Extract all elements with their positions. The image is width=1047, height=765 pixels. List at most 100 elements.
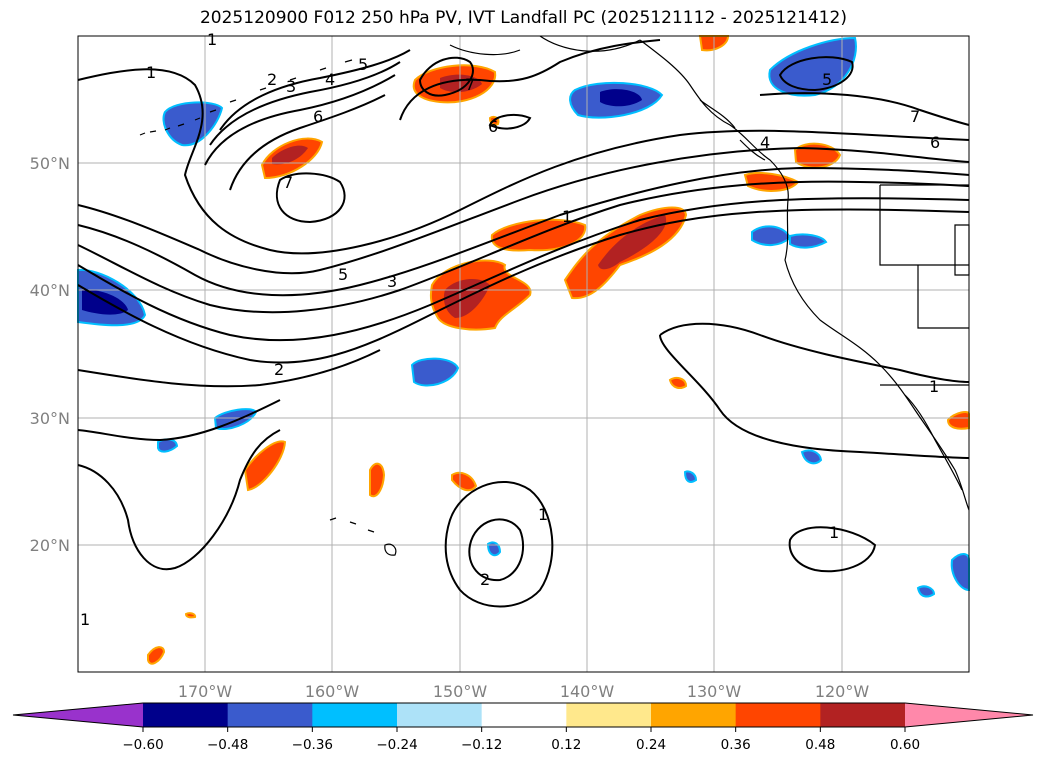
colorbar-segment <box>651 703 737 727</box>
contour-line <box>77 146 970 275</box>
contour-line <box>659 322 970 383</box>
contour-label: 3 <box>387 272 397 291</box>
contour-line <box>77 197 970 342</box>
contour-label: 2 <box>274 360 284 379</box>
neg-blob <box>768 36 857 97</box>
contour-line <box>788 526 877 573</box>
contour-labels: 1 2 3 4 5 6 7 1 7 5 3 2 6 4 5 7 6 1 1 1 … <box>80 30 940 629</box>
colorbar-segment <box>481 703 567 727</box>
pos-blob <box>243 440 287 492</box>
lat-label: 50°N <box>30 154 70 173</box>
lat-label: 30°N <box>30 409 70 428</box>
map-panel: 1 2 3 4 5 6 7 1 7 5 3 2 6 4 5 7 6 1 1 1 … <box>77 30 970 673</box>
alaska-coast <box>449 35 641 56</box>
contour-line <box>209 61 401 146</box>
contour-line <box>488 113 532 130</box>
lon-label: 130°W <box>687 682 742 701</box>
contour-label: 7 <box>465 75 475 94</box>
lat-label: 40°N <box>30 281 70 300</box>
contour-line <box>659 334 970 459</box>
colorbar-tick-label: −0.60 <box>122 737 163 753</box>
colorbar: −0.60 −0.48 −0.36 −0.24 −0.12 0.12 0.24 0.36 0.4… <box>12 702 1034 753</box>
neg-blob <box>916 585 936 598</box>
contour-label: 5 <box>822 70 832 89</box>
contour-label: 2 <box>480 570 490 589</box>
pv-contours <box>77 39 970 608</box>
pos-core <box>443 278 490 318</box>
neg-blob <box>162 101 224 147</box>
contour-line <box>444 480 554 608</box>
contour-label: 1 <box>80 610 90 629</box>
contour-label: 1 <box>538 505 548 524</box>
contour-label: 1 <box>562 207 572 226</box>
colorbar-segment <box>312 703 398 727</box>
contour-line <box>77 180 970 314</box>
neg-core <box>82 289 128 315</box>
colorbar-segment <box>820 703 906 727</box>
contour-line <box>399 39 661 121</box>
colorbar-extend-low <box>13 703 143 727</box>
pv-shading <box>77 35 970 665</box>
lat-label: 20°N <box>30 536 70 555</box>
map-frame <box>77 35 970 673</box>
neg-blob <box>683 470 698 483</box>
contour-line <box>204 74 396 166</box>
neg-blob <box>410 357 460 387</box>
lon-label: 120°W <box>815 682 870 701</box>
colorbar-segment <box>227 703 313 727</box>
aleutian-islands <box>139 59 353 136</box>
contour-label: 5 <box>338 265 348 284</box>
contour-line <box>77 68 970 255</box>
contour-label: 1 <box>829 523 839 542</box>
contour-label: 7 <box>910 107 920 126</box>
contour-label: 2 <box>267 70 277 89</box>
contour-line <box>77 429 281 571</box>
neg-blob <box>800 449 823 465</box>
contour-label: 4 <box>760 133 770 152</box>
contour-label: 1 <box>146 63 156 82</box>
pos-blob <box>147 646 166 665</box>
pos-core <box>272 145 308 165</box>
contour-label: 6 <box>488 117 498 136</box>
contour-line <box>77 349 381 388</box>
pos-blob <box>369 462 386 498</box>
pos-core <box>598 215 667 270</box>
lon-label: 170°W <box>178 682 233 701</box>
contour-line <box>229 94 386 191</box>
lon-axis: 170°W 160°W 150°W 140°W 130°W 120°W <box>178 682 870 701</box>
contour-line <box>275 172 346 224</box>
contour-label: 1 <box>929 377 939 396</box>
contour-label: 5 <box>358 55 368 74</box>
neg-blob <box>486 541 502 557</box>
lon-label: 150°W <box>433 682 488 701</box>
neg-blob <box>789 233 828 249</box>
colorbar-tick-label: −0.36 <box>292 737 333 753</box>
coastlines <box>139 35 970 556</box>
hawaii-islands <box>329 517 397 556</box>
colorbar-tick-label: −0.48 <box>207 737 248 753</box>
colorbar-segment <box>735 703 821 727</box>
colorbar-tick-label: −0.24 <box>376 737 417 753</box>
contour-line <box>759 92 970 126</box>
contour-line <box>778 56 854 92</box>
colorbar-segment <box>397 703 483 727</box>
contour-line <box>219 49 411 131</box>
us-border <box>879 184 970 329</box>
colorbar-tick-label: 0.24 <box>636 737 666 753</box>
map-background <box>78 36 969 672</box>
colorbar-tick-label: −0.12 <box>461 737 502 753</box>
lon-label: 140°W <box>560 682 615 701</box>
map-title: 2025120900 F012 250 hPa PV, IVT Landfall… <box>199 8 847 28</box>
contour-line <box>418 56 474 97</box>
pos-blob <box>668 377 688 389</box>
neg-core <box>600 89 642 107</box>
north-america-coast <box>639 39 970 511</box>
contour-label: 6 <box>313 107 323 126</box>
colorbar-tick-label: 0.36 <box>721 737 751 753</box>
colorbar-segment <box>566 703 652 727</box>
colorbar-tick-label: 0.48 <box>805 737 835 753</box>
contour-line <box>468 518 525 582</box>
contour-label: 7 <box>283 173 293 192</box>
contour-label: 6 <box>930 133 940 152</box>
